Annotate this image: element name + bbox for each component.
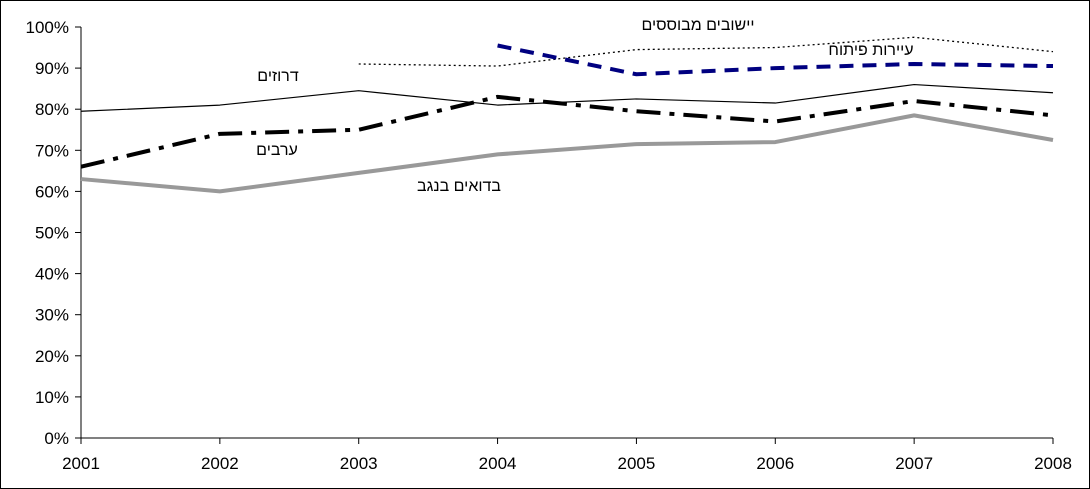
axes bbox=[75, 26, 1054, 444]
x-tick-label: 2004 bbox=[479, 454, 517, 473]
series-line bbox=[497, 43, 1054, 77]
x-tick-label: 2008 bbox=[1034, 454, 1072, 473]
y-tick-label: 70% bbox=[35, 141, 69, 160]
y-tick-label: 100% bbox=[26, 18, 69, 37]
series-line bbox=[358, 36, 1054, 67]
x-tick-label: 2003 bbox=[340, 454, 378, 473]
series-line bbox=[80, 113, 1054, 194]
series-line bbox=[80, 94, 1054, 169]
series-lines bbox=[80, 36, 1054, 194]
y-tick-label: 20% bbox=[35, 347, 69, 366]
y-tick-label: 30% bbox=[35, 306, 69, 325]
y-tick-label: 50% bbox=[35, 224, 69, 243]
series-line bbox=[80, 83, 1054, 112]
y-tick-label: 40% bbox=[35, 265, 69, 284]
y-tick-label: 0% bbox=[44, 429, 69, 448]
y-tick-label: 80% bbox=[35, 100, 69, 119]
series-label: דרוזים bbox=[257, 68, 299, 85]
series-label: עיירות פיתוח bbox=[828, 42, 913, 59]
y-tick-label: 10% bbox=[35, 388, 69, 407]
series-label: ערבים bbox=[256, 142, 298, 159]
x-tick-label: 2005 bbox=[618, 454, 656, 473]
x-tick-label: 2006 bbox=[756, 454, 794, 473]
series-labels: יישובים מבוססים עיירות פיתוח דרוזים ערבים בד… bbox=[256, 17, 913, 195]
tick-labels: 0% 10% 20% 30% 40% 50% 60% 70% 80% 90% 100% 2001 200… bbox=[26, 18, 1072, 473]
y-tick-label: 60% bbox=[35, 182, 69, 201]
x-tick-label: 2002 bbox=[201, 454, 239, 473]
series-label: בדואים בנגב bbox=[417, 178, 501, 195]
series-label: יישובים מבוססים bbox=[641, 17, 754, 34]
x-tick-label: 2007 bbox=[895, 454, 933, 473]
y-tick-label: 90% bbox=[35, 59, 69, 78]
x-tick-label: 2001 bbox=[62, 454, 100, 473]
